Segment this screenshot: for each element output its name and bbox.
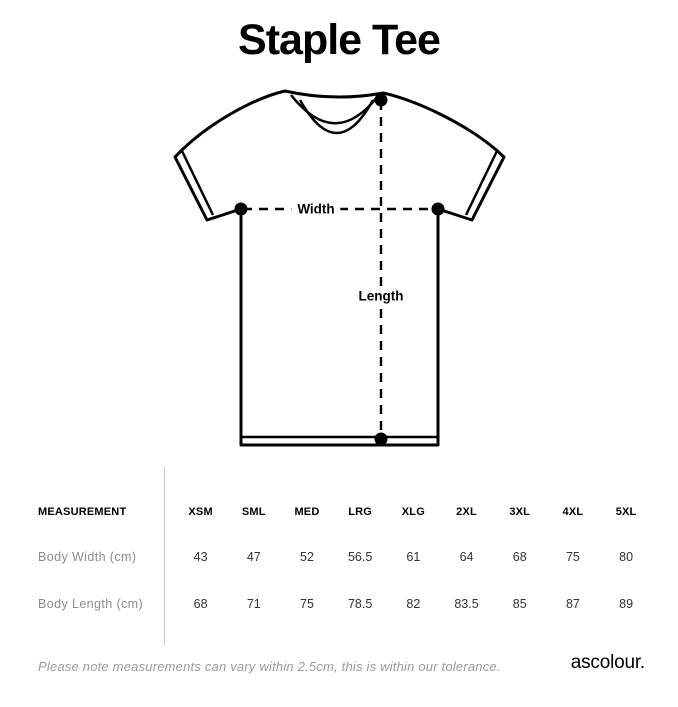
- right-cuff-line: [464, 150, 499, 216]
- body-width-xsm: 43: [193, 549, 208, 564]
- body-length-sml: 71: [246, 596, 261, 611]
- width-dimension-label: Width: [291, 199, 341, 219]
- size-header-sml: SML: [241, 505, 266, 518]
- body-width-med: 52: [300, 549, 314, 564]
- size-header-4xl: 4XL: [562, 505, 584, 518]
- body-length-4xl: 87: [565, 596, 580, 611]
- size-header-med: MED: [294, 505, 320, 518]
- body-width-xlg: 61: [406, 549, 421, 564]
- size-table: MEASUREMENT XSM SML MED LRG XLG 2XL 3XL …: [38, 490, 653, 627]
- size-header-xlg: XLG: [401, 505, 425, 518]
- row-label-body-length: Body Length (cm): [38, 596, 144, 611]
- tshirt-outline-graphic: [173, 89, 506, 447]
- body-length-med: 75: [300, 596, 314, 611]
- collar-inner-arc: [298, 99, 375, 135]
- size-header-2xl: 2XL: [456, 505, 477, 518]
- body-width-2xl: 64: [459, 549, 474, 564]
- length-bottom-dot: [374, 432, 388, 446]
- tolerance-note: Please note measurements can vary within…: [38, 659, 501, 674]
- size-header-xsm: XSM: [188, 505, 213, 518]
- size-header-lrg: LRG: [348, 505, 373, 518]
- body-length-xsm: 68: [193, 596, 208, 611]
- body-width-3xl: 68: [512, 549, 527, 564]
- body-length-5xl: 89: [619, 596, 634, 611]
- table-divider: [164, 466, 165, 646]
- body-width-sml: 47: [246, 549, 261, 564]
- body-width-4xl: 75: [565, 549, 580, 564]
- page-title: Staple Tee: [238, 16, 441, 64]
- body-length-xlg: 82: [406, 596, 421, 611]
- measurement-header: MEASUREMENT: [38, 505, 127, 518]
- length-dimension-label: Length: [352, 286, 410, 306]
- length-top-dot: [374, 93, 388, 107]
- body-length-3xl: 85: [512, 596, 527, 611]
- left-cuff-line: [180, 150, 215, 216]
- body-length-lrg: 78.5: [347, 596, 373, 611]
- width-left-dot: [234, 202, 248, 216]
- body-width-5xl: 80: [619, 549, 634, 564]
- row-label-body-width: Body Width (cm): [38, 549, 137, 564]
- tshirt-diagram: Width Length: [159, 85, 519, 465]
- brand-logo: ascolour.: [570, 652, 645, 673]
- size-header-5xl: 5XL: [615, 505, 637, 518]
- size-header-3xl: 3XL: [509, 505, 531, 518]
- body-width-lrg: 56.5: [347, 549, 373, 564]
- tshirt-body-outline: [173, 89, 506, 447]
- body-length-2xl: 83.5: [454, 596, 479, 611]
- width-right-dot: [431, 202, 445, 216]
